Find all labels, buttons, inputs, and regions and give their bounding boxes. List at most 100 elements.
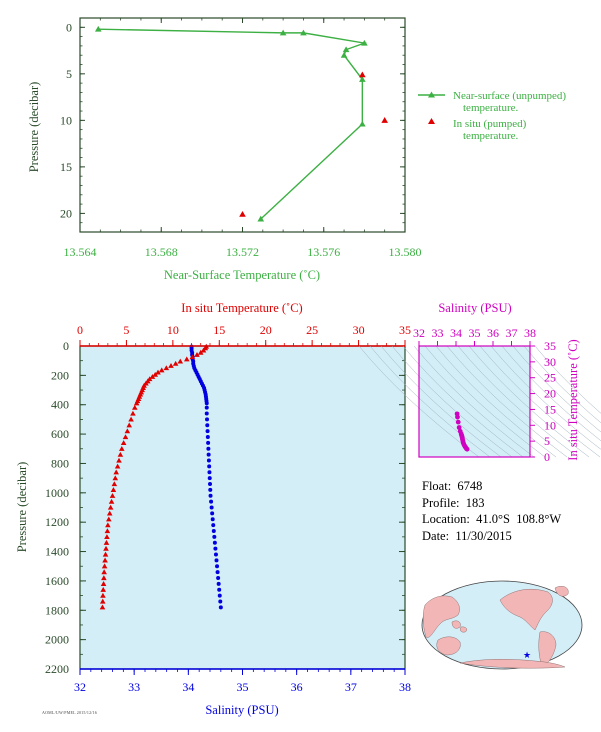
legend-in-situ-label-line2: temperature. [463,130,519,142]
isopycnal-line [446,345,568,458]
isopycnal-line [380,345,502,458]
y-tick-label: 800 [51,456,69,470]
in-situ-point [381,117,388,123]
salinity-point [208,487,213,492]
temperature-point [105,522,111,528]
y-tick-label: 5 [66,67,72,81]
temperature-point [104,528,111,534]
bottom-tick-label: 38 [399,680,411,694]
salinity-point [215,564,220,569]
salinity-point [217,587,222,592]
ts-top-axis-label: Salinity (PSU) [438,301,511,315]
x-tick-label: 13.576 [307,245,340,259]
legend-near-surface-label-line2: temperature. [463,102,519,114]
salinity-point [206,440,211,445]
isopycnal-line [501,345,601,442]
isopycnal-line [512,345,601,433]
temperature-point [128,416,134,422]
legend-near-surface-marker [428,91,435,98]
salinity-point [208,482,212,487]
ts-point [464,446,470,452]
salinity-point [218,605,223,610]
ts-top-tick-label: 36 [487,326,499,340]
salinity-point [212,540,217,545]
y-tick-label: 1600 [45,574,69,588]
temperature-point [152,371,159,377]
y-tick-label: 20 [60,206,72,220]
salinity-point [216,575,221,580]
ts-top-tick-label: 38 [524,326,536,340]
ts-right-tick-label: 15 [544,402,556,416]
float-location: Location: 41.0°S 108.8°W [422,512,562,526]
world-map: ★ [421,580,583,670]
salinity-point [206,458,211,463]
ts-plot-background [419,346,530,457]
bottom-tick-label: 32 [74,680,86,694]
temperature-point [101,563,108,569]
top-tick-label: 15 [213,323,225,337]
salinity-point [206,452,211,457]
ts-top-tick-label: 35 [469,326,481,340]
salinity-point [205,429,210,434]
ts-point [455,419,461,425]
temperature-point [149,374,156,379]
temperature-point [183,356,190,362]
temperature-point [102,551,109,557]
float-info-block: Float: 6748 Profile: 183 Location: 41.0°… [422,478,561,544]
temperature-point [105,516,112,522]
profile-top-axis-label: In situ Temperature (˚C) [181,301,302,315]
temperature-point [200,347,207,353]
y-tick-label: 15 [60,160,72,174]
temperature-point [110,487,117,492]
isopycnal-line [402,345,524,458]
temperature-point [100,592,106,598]
y-tick-label: 10 [60,113,72,127]
salinity-point [204,411,209,416]
temperature-point [106,510,113,516]
in-situ-point [359,71,366,78]
salinity-point [210,511,215,516]
top-tick-label: 5 [123,323,129,337]
ts-right-axis-label: In situ Temperature (˚C) [566,339,580,460]
isopycnal-line [490,345,601,450]
near-surface-point [342,46,350,53]
isopycnal-line [435,345,557,458]
profile-y-axis-label: Pressure (decibar) [15,462,29,553]
in-situ-point [239,211,246,217]
x-tick-label: 13.572 [226,245,259,259]
isopycnal-line [413,345,535,458]
salinity-point [206,446,211,451]
temperature-point [101,575,107,581]
legend-in-situ-marker [428,118,435,124]
temperature-point [126,422,133,428]
temperature-point [172,360,179,366]
temperature-point [109,492,116,498]
ts-series [454,411,470,452]
y-tick-label: 1000 [45,486,69,500]
near-surface-point [279,29,287,36]
float-number: Float: 6748 [422,479,483,493]
y-tick-label: 200 [51,368,69,382]
temperature-point [118,445,125,451]
y-tick-label: 1800 [45,603,69,617]
x-tick-label: 13.568 [145,245,178,259]
y-tick-label: 400 [51,398,69,412]
near-surface-point [361,39,368,46]
x-tick-label: 13.564 [64,245,97,259]
temperature-point [168,363,174,368]
temperature-point [133,400,140,406]
temperature-point [99,598,106,604]
salinity-point [210,517,215,522]
footer-credit: AOML/UW/PMEL 2015/12/16 [42,710,98,715]
profile-chart: 0200400600800100012001400160018002000220… [15,301,411,717]
near-surface-point [359,120,366,127]
isopycnal-line [391,345,513,458]
temperature-point [100,581,107,586]
ts-right-tick-label: 5 [544,434,550,448]
temperature-point [197,349,204,355]
temperature-point [131,404,138,410]
temperature-point [99,604,106,610]
profile-series [99,343,223,610]
